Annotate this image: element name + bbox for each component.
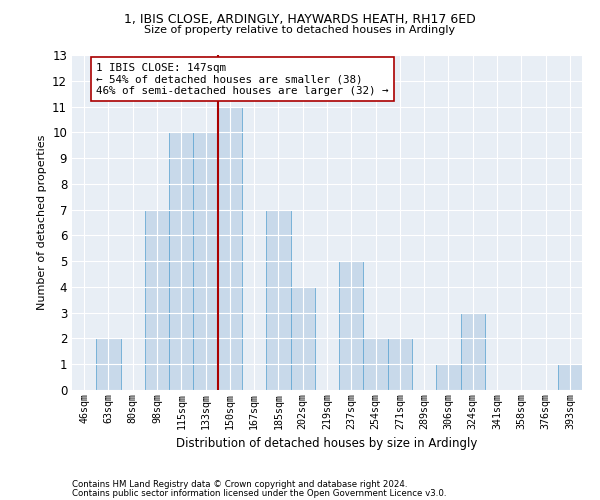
- Text: Contains public sector information licensed under the Open Government Licence v3: Contains public sector information licen…: [72, 489, 446, 498]
- Bar: [145, 210, 169, 390]
- Text: 1, IBIS CLOSE, ARDINGLY, HAYWARDS HEATH, RH17 6ED: 1, IBIS CLOSE, ARDINGLY, HAYWARDS HEATH,…: [124, 12, 476, 26]
- Bar: [218, 106, 242, 390]
- Bar: [558, 364, 582, 390]
- Y-axis label: Number of detached properties: Number of detached properties: [37, 135, 47, 310]
- Bar: [436, 364, 461, 390]
- Bar: [364, 338, 388, 390]
- Text: 1 IBIS CLOSE: 147sqm
← 54% of detached houses are smaller (38)
46% of semi-detac: 1 IBIS CLOSE: 147sqm ← 54% of detached h…: [96, 62, 389, 96]
- X-axis label: Distribution of detached houses by size in Ardingly: Distribution of detached houses by size …: [176, 437, 478, 450]
- Bar: [169, 132, 193, 390]
- Bar: [96, 338, 121, 390]
- Bar: [193, 132, 218, 390]
- Bar: [266, 210, 290, 390]
- Bar: [290, 287, 315, 390]
- Bar: [339, 261, 364, 390]
- Bar: [461, 312, 485, 390]
- Bar: [388, 338, 412, 390]
- Text: Size of property relative to detached houses in Ardingly: Size of property relative to detached ho…: [145, 25, 455, 35]
- Text: Contains HM Land Registry data © Crown copyright and database right 2024.: Contains HM Land Registry data © Crown c…: [72, 480, 407, 489]
